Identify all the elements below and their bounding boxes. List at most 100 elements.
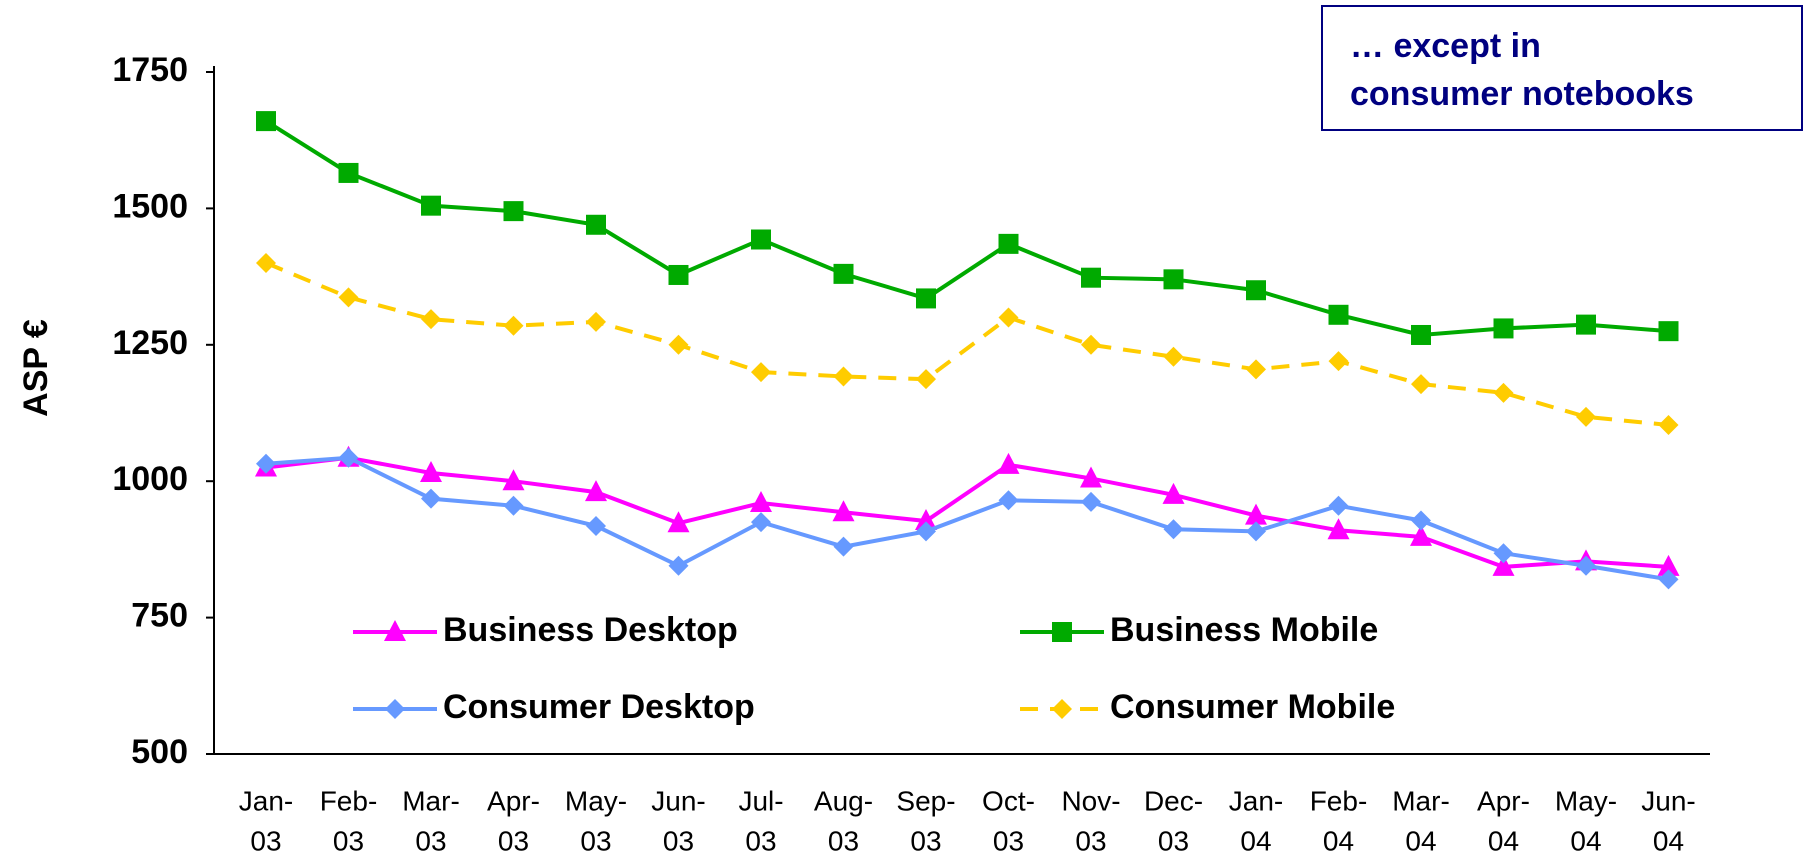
legend-label: Business Desktop bbox=[443, 611, 738, 649]
legend-label: Business Mobile bbox=[1110, 611, 1378, 649]
marker bbox=[586, 214, 606, 235]
marker bbox=[502, 469, 525, 491]
marker bbox=[833, 263, 854, 284]
marker bbox=[916, 369, 936, 390]
y-axis-label: ASP € bbox=[17, 319, 55, 417]
marker bbox=[385, 699, 405, 719]
marker bbox=[1576, 406, 1596, 427]
marker bbox=[1658, 569, 1679, 590]
marker bbox=[1493, 543, 1514, 564]
marker bbox=[1081, 267, 1101, 288]
x-tick-label: 03 bbox=[1158, 825, 1189, 856]
marker bbox=[998, 490, 1019, 511]
marker bbox=[915, 509, 937, 531]
marker bbox=[1576, 314, 1596, 335]
marker bbox=[751, 229, 771, 250]
x-tick-label: 04 bbox=[1405, 825, 1436, 856]
marker bbox=[1411, 374, 1431, 395]
y-tick-label: 750 bbox=[131, 597, 188, 635]
marker bbox=[751, 362, 771, 383]
x-tick-label: Jul- bbox=[738, 785, 783, 816]
marker bbox=[998, 307, 1019, 328]
x-tick-label: Feb- bbox=[1310, 785, 1368, 816]
marker bbox=[256, 111, 276, 132]
marker bbox=[338, 287, 359, 308]
x-tick-label: Oct- bbox=[982, 785, 1035, 816]
marker bbox=[997, 452, 1020, 474]
marker bbox=[667, 511, 690, 533]
marker bbox=[338, 447, 359, 468]
x-tick-label: Apr- bbox=[487, 785, 540, 816]
marker bbox=[916, 521, 936, 542]
x-tick-label: 03 bbox=[1075, 825, 1106, 856]
x-tick-label: 03 bbox=[663, 825, 694, 856]
x-tick-label: 03 bbox=[745, 825, 776, 856]
marker bbox=[668, 334, 689, 355]
y-tick-label: 1750 bbox=[112, 51, 188, 89]
legend-label: Consumer Desktop bbox=[443, 688, 755, 726]
x-tick-label: Apr- bbox=[1477, 785, 1530, 816]
marker bbox=[668, 555, 689, 576]
marker bbox=[1163, 519, 1184, 540]
y-tick-label: 1500 bbox=[112, 187, 188, 225]
marker bbox=[1328, 495, 1349, 516]
marker bbox=[1328, 304, 1349, 325]
series-line bbox=[265, 261, 1669, 427]
series-line bbox=[264, 119, 1669, 337]
x-tick-label: 04 bbox=[1488, 825, 1519, 856]
marker bbox=[1081, 491, 1101, 512]
marker bbox=[832, 500, 855, 522]
marker bbox=[1162, 482, 1185, 504]
marker bbox=[586, 515, 606, 536]
marker bbox=[503, 495, 524, 516]
marker bbox=[338, 162, 359, 183]
marker bbox=[503, 315, 524, 336]
marker bbox=[1080, 466, 1102, 488]
y-tick-label: 1000 bbox=[112, 460, 188, 498]
y-tick-label: 500 bbox=[131, 733, 188, 771]
marker bbox=[1052, 699, 1072, 719]
marker bbox=[1576, 555, 1596, 576]
series-line bbox=[265, 455, 1669, 582]
marker bbox=[916, 288, 936, 309]
x-tick-label: Mar- bbox=[1392, 785, 1450, 816]
marker bbox=[421, 488, 441, 509]
marker bbox=[1245, 503, 1267, 525]
marker bbox=[256, 453, 276, 474]
marker bbox=[1492, 554, 1515, 576]
x-tick-label: Jun- bbox=[1641, 785, 1695, 816]
marker bbox=[1658, 321, 1679, 342]
annotation: consumer notebooks bbox=[1350, 75, 1694, 113]
annotation: … except in bbox=[1350, 27, 1541, 65]
x-tick-label: 03 bbox=[250, 825, 281, 856]
marker bbox=[1493, 382, 1514, 403]
marker bbox=[1327, 518, 1350, 540]
x-tick-label: Jan- bbox=[239, 785, 293, 816]
marker bbox=[1163, 346, 1184, 367]
x-tick-label: 03 bbox=[993, 825, 1024, 856]
x-tick-label: 03 bbox=[415, 825, 446, 856]
x-tick-label: 03 bbox=[498, 825, 529, 856]
x-tick-label: Nov- bbox=[1061, 785, 1120, 816]
x-tick-label: 03 bbox=[333, 825, 364, 856]
marker bbox=[1410, 524, 1432, 546]
marker bbox=[1081, 334, 1101, 355]
marker bbox=[1246, 521, 1266, 542]
marker bbox=[503, 201, 524, 222]
x-tick-label: 03 bbox=[580, 825, 611, 856]
x-tick-label: Sep- bbox=[896, 785, 955, 816]
marker bbox=[750, 491, 772, 513]
marker bbox=[586, 311, 606, 332]
x-tick-label: 04 bbox=[1323, 825, 1354, 856]
marker bbox=[1411, 510, 1431, 531]
x-tick-label: May- bbox=[565, 785, 627, 816]
x-tick-label: 04 bbox=[1653, 825, 1684, 856]
x-tick-label: Mar- bbox=[402, 785, 460, 816]
marker bbox=[668, 264, 689, 285]
marker bbox=[384, 620, 406, 641]
marker bbox=[1657, 554, 1680, 576]
marker bbox=[421, 195, 441, 216]
x-tick-label: Jan- bbox=[1229, 785, 1283, 816]
marker bbox=[1658, 415, 1679, 436]
